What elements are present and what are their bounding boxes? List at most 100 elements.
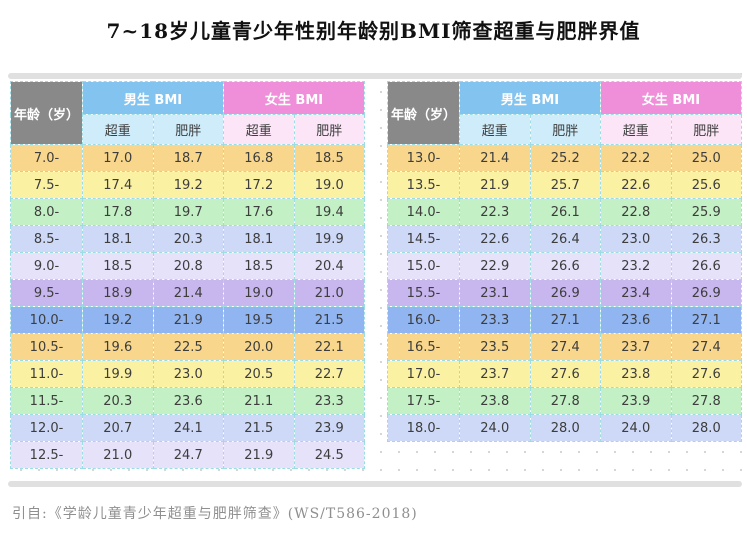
age-cell: 10.5- [10, 333, 83, 361]
bmi-value-cell: 27.8 [670, 387, 742, 415]
bmi-value-cell: 26.3 [670, 225, 742, 253]
bmi-value-cell: 25.2 [529, 144, 601, 172]
bmi-value-cell: 20.4 [293, 252, 365, 280]
bmi-value-cell: 28.0 [529, 414, 601, 442]
table-row: 7.0- 17.0 18.7 16.8 18.5 [10, 144, 365, 172]
bmi-value-cell: 21.9 [223, 441, 295, 469]
age-cell: 8.0- [10, 198, 83, 226]
bmi-value-cell: 26.1 [529, 198, 601, 226]
bmi-value-cell: 27.6 [529, 360, 601, 388]
bmi-value-cell: 19.2 [82, 306, 154, 334]
bmi-value-cell: 17.0 [82, 144, 154, 172]
table-row: 13.0- 21.4 25.2 22.2 25.0 [387, 144, 742, 172]
boys-overweight-subheader: 超重 [459, 114, 531, 145]
bmi-table-ages-13-to-18: 年龄（岁） 男生 BMI 女生 BMI 超重 肥胖 超重 肥胖 13.0- 21.… [387, 81, 742, 442]
bmi-value-cell: 23.9 [293, 414, 365, 442]
panel-bottom-strip [8, 481, 742, 487]
bmi-value-cell: 24.0 [600, 414, 672, 442]
bmi-value-cell: 21.9 [459, 171, 531, 199]
bmi-value-cell: 16.8 [223, 144, 295, 172]
age-cell: 16.5- [387, 333, 460, 361]
bmi-value-cell: 17.2 [223, 171, 295, 199]
table-row: 9.5- 18.9 21.4 19.0 21.0 [10, 279, 365, 307]
age-cell: 7.0- [10, 144, 83, 172]
bmi-value-cell: 18.5 [293, 144, 365, 172]
bmi-value-cell: 22.6 [459, 225, 531, 253]
bmi-value-cell: 24.0 [459, 414, 531, 442]
age-cell: 16.0- [387, 306, 460, 334]
bmi-value-cell: 19.0 [293, 171, 365, 199]
bmi-value-cell: 23.8 [459, 387, 531, 415]
bmi-value-cell: 25.6 [670, 171, 742, 199]
age-header-cell: 年龄（岁） [10, 81, 83, 145]
bmi-value-cell: 22.9 [459, 252, 531, 280]
table-row: 12.5- 21.0 24.7 21.9 24.5 [10, 441, 365, 469]
bmi-value-cell: 22.8 [600, 198, 672, 226]
table-row: 12.0- 20.7 24.1 21.5 23.9 [10, 414, 365, 442]
bmi-value-cell: 18.7 [152, 144, 224, 172]
bmi-value-cell: 21.1 [223, 387, 295, 415]
bmi-value-cell: 21.5 [293, 306, 365, 334]
bmi-value-cell: 22.6 [600, 171, 672, 199]
table-row: 11.0- 19.9 23.0 20.5 22.7 [10, 360, 365, 388]
table-row: 15.0- 22.9 26.6 23.2 26.6 [387, 252, 742, 280]
table-row: 8.0- 17.8 19.7 17.6 19.4 [10, 198, 365, 226]
bmi-value-cell: 22.3 [459, 198, 531, 226]
bmi-value-cell: 21.4 [459, 144, 531, 172]
panel-top-strip [8, 73, 742, 79]
age-cell: 8.5- [10, 225, 83, 253]
bmi-value-cell: 19.5 [223, 306, 295, 334]
girls-overweight-subheader: 超重 [223, 114, 295, 145]
bmi-value-cell: 18.1 [223, 225, 295, 253]
bmi-value-cell: 20.7 [82, 414, 154, 442]
bmi-value-cell: 20.0 [223, 333, 295, 361]
bmi-value-cell: 19.9 [82, 360, 154, 388]
bmi-value-cell: 21.4 [152, 279, 224, 307]
bmi-value-cell: 20.8 [152, 252, 224, 280]
bmi-value-cell: 19.2 [152, 171, 224, 199]
bmi-value-cell: 18.5 [82, 252, 154, 280]
age-cell: 11.5- [10, 387, 83, 415]
bmi-value-cell: 27.6 [670, 360, 742, 388]
bmi-value-cell: 23.5 [459, 333, 531, 361]
boys-overweight-subheader: 超重 [82, 114, 154, 145]
boys-obese-subheader: 肥胖 [152, 114, 224, 145]
table-header: 年龄（岁） 男生 BMI 女生 BMI 超重 肥胖 超重 肥胖 [10, 81, 365, 145]
bmi-value-cell: 27.1 [529, 306, 601, 334]
bmi-value-cell: 27.1 [670, 306, 742, 334]
bmi-value-cell: 17.4 [82, 171, 154, 199]
table-row: 9.0- 18.5 20.8 18.5 20.4 [10, 252, 365, 280]
age-cell: 7.5- [10, 171, 83, 199]
bmi-value-cell: 22.2 [600, 144, 672, 172]
bmi-value-cell: 22.7 [293, 360, 365, 388]
boys-bmi-header-cell: 男生 BMI [459, 81, 601, 115]
table-header: 年龄（岁） 男生 BMI 女生 BMI 超重 肥胖 超重 肥胖 [387, 81, 742, 145]
boys-obese-subheader: 肥胖 [529, 114, 601, 145]
age-cell: 14.5- [387, 225, 460, 253]
bmi-value-cell: 27.4 [670, 333, 742, 361]
age-cell: 18.0- [387, 414, 460, 442]
bmi-value-cell: 20.3 [152, 225, 224, 253]
bmi-value-cell: 23.6 [600, 306, 672, 334]
age-cell: 9.0- [10, 252, 83, 280]
bmi-value-cell: 23.2 [600, 252, 672, 280]
bmi-value-cell: 23.8 [600, 360, 672, 388]
age-cell: 10.0- [10, 306, 83, 334]
age-cell: 17.0- [387, 360, 460, 388]
bmi-value-cell: 24.5 [293, 441, 365, 469]
age-cell: 15.5- [387, 279, 460, 307]
age-cell: 12.5- [10, 441, 83, 469]
bmi-value-cell: 19.9 [293, 225, 365, 253]
bmi-value-cell: 21.0 [293, 279, 365, 307]
bmi-value-cell: 20.5 [223, 360, 295, 388]
tables-panel: 年龄（岁） 男生 BMI 女生 BMI 超重 肥胖 超重 肥胖 7.0- 17.0… [8, 73, 742, 487]
bmi-value-cell: 17.8 [82, 198, 154, 226]
age-cell: 12.0- [10, 414, 83, 442]
bmi-value-cell: 24.7 [152, 441, 224, 469]
table-row: 15.5- 23.1 26.9 23.4 26.9 [387, 279, 742, 307]
girls-obese-subheader: 肥胖 [293, 114, 365, 145]
table-row: 10.5- 19.6 22.5 20.0 22.1 [10, 333, 365, 361]
bmi-value-cell: 21.0 [82, 441, 154, 469]
bmi-value-cell: 23.6 [152, 387, 224, 415]
bmi-value-cell: 27.4 [529, 333, 601, 361]
